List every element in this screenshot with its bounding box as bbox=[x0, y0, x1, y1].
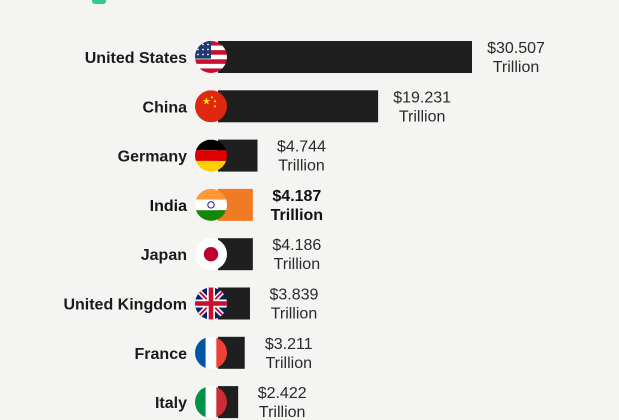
bar-row: United Kingdom $3.839 Trillion bbox=[63, 287, 318, 323]
bar-row: Germany $4.744 Trillion bbox=[118, 139, 326, 175]
value-label: $4.186 bbox=[272, 237, 321, 254]
japan-flag-icon bbox=[195, 238, 227, 271]
unit-label: Trillion bbox=[259, 404, 306, 420]
unit-label: Trillion bbox=[278, 158, 325, 175]
unit-label: Trillion bbox=[271, 207, 323, 224]
bar-row: United States $30.507 Trillion bbox=[85, 40, 545, 76]
germany-flag-icon bbox=[195, 139, 227, 172]
india-flag-icon bbox=[195, 188, 227, 221]
category-label: India bbox=[150, 198, 187, 215]
category-label: Germany bbox=[118, 149, 187, 166]
unit-label: Trillion bbox=[493, 59, 540, 76]
bar-row: India $4.187 Trillion bbox=[150, 188, 323, 224]
unit-label: Trillion bbox=[265, 355, 312, 372]
unit-label: Trillion bbox=[271, 306, 318, 323]
category-label: Italy bbox=[155, 395, 187, 412]
category-label: France bbox=[135, 346, 188, 363]
value-label: $19.231 bbox=[393, 89, 451, 106]
value-label: $4.744 bbox=[277, 139, 326, 156]
bar-row: Japan $4.186 Trillion bbox=[141, 237, 322, 273]
value-label: $2.422 bbox=[258, 385, 307, 402]
bar-row: Italy $2.422 Trillion bbox=[155, 385, 307, 420]
accent-mark bbox=[92, 0, 106, 4]
bar-row: France $3.211 Trillion bbox=[135, 336, 313, 372]
value-label: $3.211 bbox=[265, 336, 313, 353]
italy-flag-icon bbox=[195, 386, 227, 419]
china-flag-icon: ★ bbox=[195, 90, 227, 123]
bar bbox=[218, 90, 379, 123]
category-label: United Kingdom bbox=[63, 297, 187, 314]
value-label: $4.187 bbox=[272, 188, 321, 205]
category-label: United States bbox=[85, 50, 187, 67]
svg-text:★: ★ bbox=[202, 96, 211, 107]
value-label: $30.507 bbox=[487, 40, 545, 57]
uk-flag-icon bbox=[195, 287, 227, 320]
unit-label: Trillion bbox=[274, 256, 321, 273]
bar-row: ★ China $19.231 Trillion bbox=[143, 89, 452, 125]
france-flag-icon bbox=[195, 336, 227, 369]
bar bbox=[218, 41, 472, 73]
value-label: $3.839 bbox=[269, 287, 318, 304]
unit-label: Trillion bbox=[399, 108, 446, 125]
category-label: Japan bbox=[141, 247, 187, 264]
category-label: China bbox=[143, 99, 188, 116]
